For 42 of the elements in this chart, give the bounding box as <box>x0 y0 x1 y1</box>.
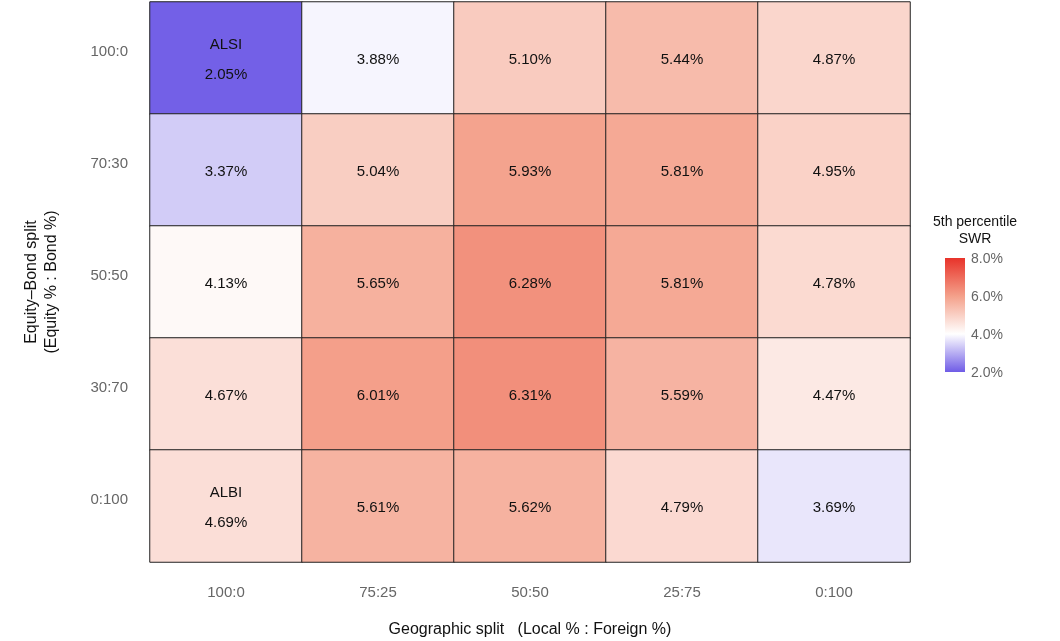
data-label: 3.69% <box>812 497 856 515</box>
data-label: 5.65% <box>356 273 400 291</box>
data-label: 6.28% <box>508 273 552 291</box>
data-label: 5.44% <box>660 49 704 67</box>
data-label: 6.31% <box>508 385 552 403</box>
data-label: 4.13% <box>204 273 248 291</box>
data-label: ALBI 4.69% <box>204 482 248 530</box>
y-tick-label: 70:30 <box>90 154 128 171</box>
color-bar-title: 5th percentile SWR <box>932 212 1018 246</box>
x-tick-label: 0:100 <box>815 583 853 600</box>
data-label: 3.37% <box>204 161 248 179</box>
y-tick-label: 50:50 <box>90 266 128 283</box>
data-label: 5.62% <box>508 497 552 515</box>
x-tick-label: 100:0 <box>207 583 245 600</box>
color-bar-label: 8.0% <box>971 250 1003 266</box>
color-bar-label: 4.0% <box>971 326 1003 342</box>
x-tick-label: 75:25 <box>359 583 397 600</box>
data-label: 6.01% <box>356 385 400 403</box>
y-tick-label: 100:0 <box>90 42 128 59</box>
data-label: 5.93% <box>508 161 552 179</box>
data-label: 4.79% <box>660 497 704 515</box>
data-label: 5.61% <box>356 497 400 515</box>
data-label: 5.10% <box>508 49 552 67</box>
data-label: 4.95% <box>812 161 856 179</box>
data-label: 3.88% <box>356 49 400 67</box>
x-tick-label: 50:50 <box>511 583 549 600</box>
x-tick-label: 25:75 <box>663 583 701 600</box>
y-tick-label: 30:70 <box>90 378 128 395</box>
data-label: 5.81% <box>660 273 704 291</box>
data-label: 4.78% <box>812 273 856 291</box>
data-label: 5.04% <box>356 161 400 179</box>
data-label: 4.67% <box>204 385 248 403</box>
y-tick-label: 0:100 <box>90 490 128 507</box>
y-axis-title: Equity–Bond split (Equity % : Bond %) <box>21 210 59 354</box>
data-label: ALSI 2.05% <box>204 34 248 82</box>
data-label: 4.47% <box>812 385 856 403</box>
color-bar-label: 6.0% <box>971 288 1003 304</box>
data-label: 4.87% <box>812 49 856 67</box>
x-axis-title: Geographic split (Local % : Foreign %) <box>388 619 672 637</box>
data-label: 5.81% <box>660 161 704 179</box>
color-bar-label: 2.0% <box>971 364 1003 380</box>
data-label: 5.59% <box>660 385 704 403</box>
